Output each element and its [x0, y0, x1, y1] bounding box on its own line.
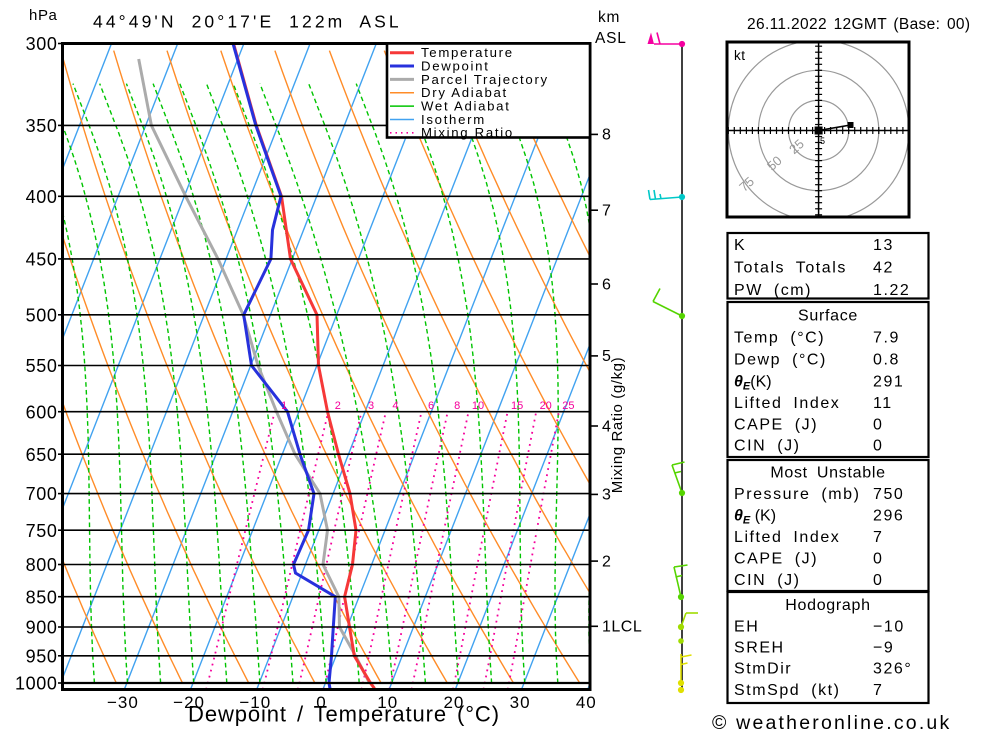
svg-text:4: 4: [392, 400, 398, 412]
svg-text:Temperature: Temperature: [421, 45, 514, 60]
svg-text:hPa: hPa: [29, 7, 58, 24]
svg-text:−20: −20: [173, 693, 205, 712]
svg-text:296: 296: [873, 508, 904, 525]
svg-text:CAPE (J): CAPE (J): [734, 417, 818, 434]
svg-text:750: 750: [873, 486, 904, 503]
svg-text:© weatheronline.co.uk: © weatheronline.co.uk: [712, 712, 951, 733]
svg-text:40: 40: [576, 693, 597, 712]
svg-text:800: 800: [26, 555, 58, 575]
svg-text:4: 4: [602, 418, 611, 435]
svg-text:θE(K): θE(K): [734, 374, 772, 393]
svg-text:kt: kt: [734, 48, 746, 63]
svg-text:StmSpd (kt): StmSpd (kt): [734, 682, 841, 699]
svg-text:Wet Adiabat: Wet Adiabat: [421, 99, 511, 114]
svg-text:0: 0: [873, 572, 883, 589]
svg-text:6: 6: [602, 276, 611, 293]
svg-text:2: 2: [602, 553, 611, 570]
svg-text:10: 10: [472, 400, 484, 412]
svg-text:Surface: Surface: [798, 308, 858, 325]
svg-text:5: 5: [602, 348, 611, 365]
svg-text:7: 7: [873, 682, 883, 699]
svg-text:8: 8: [454, 400, 460, 412]
svg-text:20: 20: [540, 400, 552, 412]
svg-text:−9: −9: [873, 640, 894, 657]
svg-text:Dewp (°C): Dewp (°C): [734, 352, 827, 369]
svg-text:350: 350: [26, 116, 58, 136]
svg-text:7: 7: [602, 203, 611, 220]
svg-text:EH: EH: [734, 619, 759, 636]
svg-text:7: 7: [873, 529, 883, 546]
svg-text:Parcel Trajectory: Parcel Trajectory: [421, 72, 549, 87]
svg-text:0.8: 0.8: [873, 352, 900, 369]
svg-text:900: 900: [26, 618, 58, 638]
svg-text:Mixing Ratio: Mixing Ratio: [421, 125, 514, 140]
svg-text:Pressure (mb): Pressure (mb): [734, 486, 861, 503]
svg-text:700: 700: [26, 484, 58, 504]
svg-text:450: 450: [26, 250, 58, 270]
svg-text:8: 8: [602, 127, 611, 144]
svg-text:291: 291: [873, 374, 904, 391]
svg-text:10: 10: [377, 693, 398, 712]
svg-text:CIN (J): CIN (J): [734, 572, 801, 589]
svg-text:5: 5: [820, 136, 825, 146]
svg-text:1000: 1000: [15, 674, 57, 694]
svg-text:Lifted Index: Lifted Index: [734, 529, 840, 546]
svg-text:44°49'N 20°17'E 122m ASL: 44°49'N 20°17'E 122m ASL: [93, 12, 402, 32]
svg-text:Lifted Index: Lifted Index: [734, 395, 840, 412]
svg-text:13: 13: [873, 237, 894, 254]
svg-text:ASL: ASL: [595, 30, 627, 47]
svg-text:2: 2: [335, 400, 341, 412]
svg-text:15: 15: [511, 400, 523, 412]
svg-text:Hodograph: Hodograph: [785, 597, 870, 614]
svg-text:Dry Adiabat: Dry Adiabat: [421, 85, 508, 100]
svg-text:−10: −10: [873, 619, 905, 636]
svg-text:750: 750: [26, 521, 58, 541]
svg-text:400: 400: [26, 187, 58, 207]
svg-text:26.11.2022 12GMT (Base: 00): 26.11.2022 12GMT (Base: 00): [747, 16, 970, 33]
svg-text:500: 500: [26, 305, 58, 325]
svg-text:Dewpoint / Temperature (°C): Dewpoint / Temperature (°C): [188, 702, 500, 727]
svg-text:0: 0: [316, 693, 326, 712]
svg-text:0: 0: [873, 551, 883, 568]
svg-text:Temp (°C): Temp (°C): [734, 330, 825, 347]
svg-text:3: 3: [368, 400, 374, 412]
svg-text:1.22: 1.22: [873, 282, 910, 299]
svg-text:3: 3: [602, 487, 611, 504]
svg-text:K: K: [734, 237, 746, 254]
svg-text:6: 6: [428, 400, 434, 412]
svg-text:SREH: SREH: [734, 640, 785, 657]
svg-text:11: 11: [873, 395, 893, 412]
svg-text:650: 650: [26, 445, 58, 465]
svg-text:0: 0: [873, 417, 883, 434]
svg-text:950: 950: [26, 646, 58, 666]
svg-text:Totals Totals: Totals Totals: [734, 260, 847, 277]
svg-text:CIN (J): CIN (J): [734, 438, 801, 455]
svg-text:20: 20: [443, 693, 464, 712]
svg-text:0: 0: [873, 438, 883, 455]
svg-text:42: 42: [873, 260, 894, 277]
svg-text:600: 600: [26, 402, 58, 422]
svg-text:7.9: 7.9: [873, 330, 900, 347]
svg-text:850: 850: [26, 587, 58, 607]
svg-text:Dewpoint: Dewpoint: [421, 59, 490, 74]
svg-text:PW (cm): PW (cm): [734, 282, 812, 299]
svg-text:km: km: [598, 9, 620, 26]
svg-text:1LCL: 1LCL: [602, 619, 642, 636]
svg-text:30: 30: [510, 693, 531, 712]
svg-text:θE (K): θE (K): [734, 508, 776, 527]
svg-text:Most Unstable: Most Unstable: [770, 465, 885, 482]
svg-text:CAPE (J): CAPE (J): [734, 551, 818, 568]
svg-text:550: 550: [26, 356, 58, 376]
svg-text:−10: −10: [239, 693, 271, 712]
svg-text:Mixing Ratio (g/kg): Mixing Ratio (g/kg): [609, 357, 626, 493]
svg-text:326°: 326°: [873, 661, 912, 678]
svg-text:300: 300: [26, 34, 58, 54]
svg-text:Isotherm: Isotherm: [421, 112, 486, 127]
svg-text:−30: −30: [107, 693, 139, 712]
svg-text:1: 1: [281, 400, 287, 412]
svg-text:StmDir: StmDir: [734, 661, 792, 678]
svg-text:25: 25: [562, 400, 574, 412]
